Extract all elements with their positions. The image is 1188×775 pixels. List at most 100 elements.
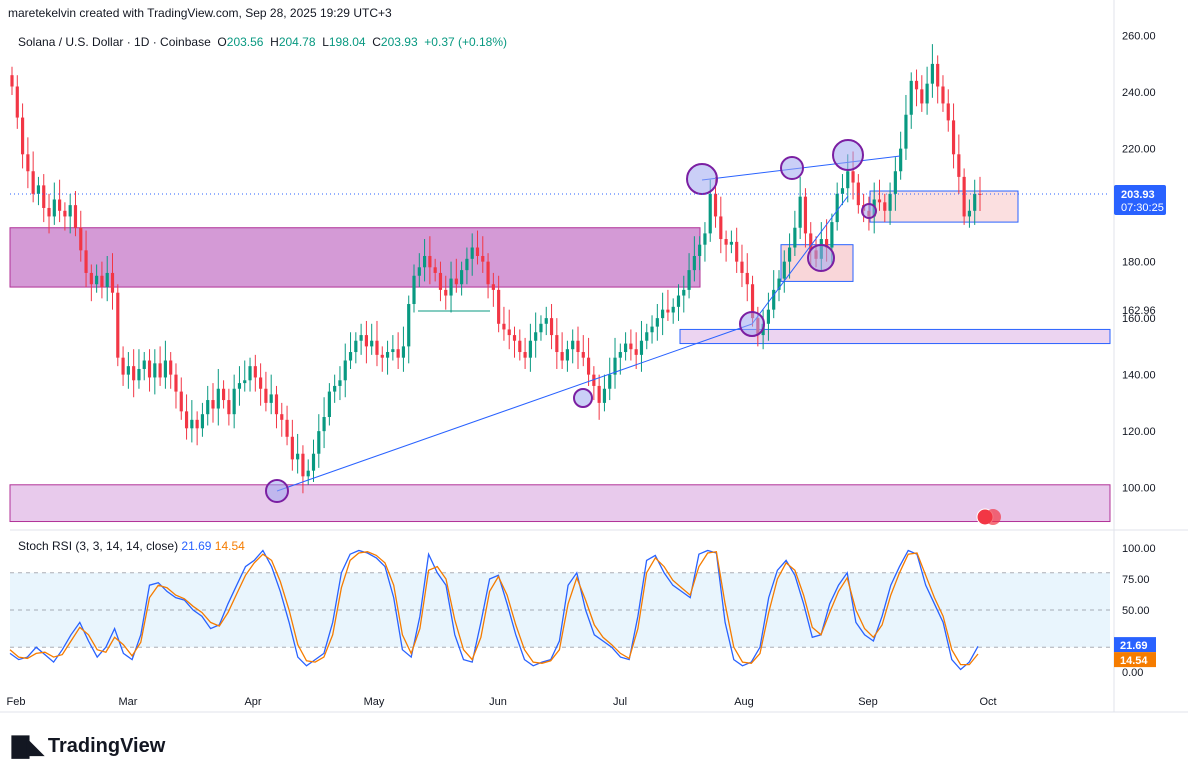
candle-body [576, 340, 580, 353]
uptrend-line-lower [276, 323, 753, 492]
rsi-series-k [9, 549, 979, 671]
candle-body [317, 431, 321, 454]
candle-body [126, 366, 130, 375]
close-value: 203.93 [380, 35, 418, 49]
candle-body [639, 340, 644, 355]
candle-body [259, 377, 263, 389]
candle-body [909, 80, 913, 115]
candle-body [237, 383, 242, 389]
price-tick-label: 100.00 [1122, 483, 1156, 495]
symbol-title[interactable]: Solana / U.S. Dollar · 1D · Coinbase [18, 35, 211, 49]
time-tick-label: Mar [119, 696, 138, 708]
pivot-circle [807, 244, 835, 272]
candle-body [851, 171, 855, 183]
support-zone-low [9, 484, 1111, 523]
open-value: 203.56 [226, 35, 264, 49]
candle-body [624, 343, 628, 353]
candle-body [534, 332, 538, 341]
candle-body [962, 176, 966, 217]
candle-body [20, 117, 25, 155]
candle-body [877, 199, 882, 203]
time-tick-label: Jun [489, 696, 507, 708]
candle-body [497, 289, 501, 324]
candle-body [359, 335, 363, 341]
candle-body [423, 255, 427, 268]
pivot-circle [780, 156, 804, 180]
candle-body [216, 388, 220, 409]
price-tick-label: 120.00 [1122, 426, 1156, 438]
candle-body [137, 368, 141, 381]
candle-body [671, 306, 675, 313]
high-label: H [270, 35, 279, 49]
rsi-title[interactable]: Stoch RSI (3, 3, 14, 14, close) [18, 539, 179, 553]
price-badge-countdown: 07:30:25 [1121, 202, 1164, 214]
candle-body [629, 343, 633, 350]
candle-body [745, 272, 749, 285]
rsi-k-badge-value: 21.69 [1120, 640, 1148, 652]
candle-body [951, 120, 956, 155]
rsi-d-badge [1114, 652, 1156, 668]
pivot-circle [739, 311, 765, 337]
candle-body [454, 278, 458, 285]
candle-body [613, 357, 617, 375]
candle-body [798, 196, 802, 228]
candle-body [893, 171, 897, 194]
candle-body [602, 388, 607, 403]
brand-footer: ▇◣ TradingView [12, 733, 165, 759]
candle-body [269, 394, 273, 403]
candle-body [883, 202, 887, 211]
pivot-circle [861, 203, 877, 219]
change-value: +0.37 (+0.18%) [424, 35, 508, 49]
symbol-legend: Solana / U.S. Dollar · 1D · Coinbase O20… [18, 35, 507, 49]
rsi-d-badge-value: 14.54 [1120, 655, 1148, 667]
rsi-tick-label: 75.00 [1122, 574, 1150, 586]
candle-body [169, 360, 173, 375]
rsi-tick-label: 100.00 [1122, 543, 1156, 555]
candle-body [957, 154, 961, 177]
candle-body [58, 199, 62, 211]
price-tick-label: 160.00 [1122, 313, 1156, 325]
pivot-circle [573, 388, 593, 408]
candle-body [523, 352, 527, 358]
candle-body [221, 388, 226, 401]
time-tick-label: Feb [7, 696, 26, 708]
price-tick-label: 180.00 [1122, 257, 1156, 269]
candle-body [475, 247, 480, 256]
candle-body [354, 340, 358, 353]
candle-body [121, 357, 125, 375]
candle-body [586, 357, 591, 375]
candle-body [407, 304, 411, 347]
candle-body [920, 89, 924, 104]
candle-body [280, 414, 284, 420]
candle-body [735, 241, 739, 262]
candle-body [846, 171, 850, 189]
candle-body [740, 261, 744, 273]
candle-body [666, 309, 670, 313]
candle-body [470, 247, 474, 259]
rsi-tick-label: 50.00 [1122, 605, 1150, 617]
candle-body [708, 193, 712, 234]
candle-body [306, 470, 310, 477]
candle-body [555, 335, 559, 353]
candle-body [925, 83, 929, 104]
candle-body [417, 267, 421, 276]
candle-body [79, 227, 83, 251]
high-value: 204.78 [278, 35, 316, 49]
candle-body [803, 196, 808, 234]
candle-body [147, 360, 152, 378]
candle-body [888, 193, 892, 211]
candle-body [391, 349, 395, 353]
rsi-series-d [9, 550, 979, 666]
candle-body [618, 352, 622, 358]
candle-body [692, 255, 696, 271]
current-box [869, 190, 1019, 223]
candle-body [206, 400, 210, 415]
candle-body [787, 247, 792, 262]
candle-body [809, 233, 813, 251]
candle-body [348, 352, 353, 361]
candle-body [978, 193, 982, 195]
candle-body [95, 275, 99, 285]
time-tick-label: Jul [613, 696, 627, 708]
open-label: O [217, 35, 227, 49]
